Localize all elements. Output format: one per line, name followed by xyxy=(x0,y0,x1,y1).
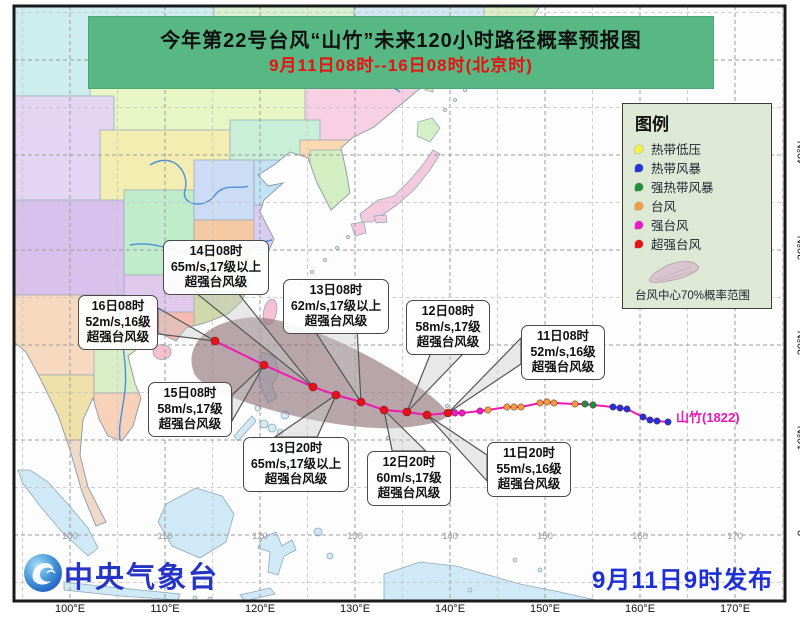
legend-items: 热带低压热带风暴强热带风暴台风强台风超强台风 xyxy=(635,139,761,253)
lon-axis-label: 130°E xyxy=(339,603,371,615)
legend-dot-sts-icon xyxy=(635,182,643,191)
forecast-level: 超强台风级 xyxy=(184,275,248,289)
lat-axis-label: 30°N xyxy=(796,235,800,261)
forecast-label-box: 16日08时 52m/s,16级 超强台风级 xyxy=(78,295,158,350)
legend: 图例 热带低压热带风暴强热带风暴台风强台风超强台风 台风中心70%概率范围 xyxy=(622,103,772,309)
lon-axis-label: 160°E xyxy=(624,603,656,615)
lon-axis-label: 120°E xyxy=(244,603,276,615)
forecast-wind: 55m/s,16级 xyxy=(496,461,562,476)
forecast-time: 14日08时 xyxy=(189,244,243,258)
lon-axis-label: 110°E xyxy=(150,603,180,615)
forecast-label-box: 15日08时 58m/s,17级 超强台风级 xyxy=(148,382,232,437)
forecast-label-box: 12日08时 58m/s,17级 超强台风级 xyxy=(406,300,490,355)
lon-axis-label: 150°E xyxy=(529,603,561,615)
legend-cone-caption: 台风中心70%概率范围 xyxy=(635,290,751,302)
forecast-label-box: 11日20时 55m/s,16级 超强台风级 xyxy=(487,442,571,497)
legend-item: 热带低压 xyxy=(635,139,761,158)
forecast-time: 13日08时 xyxy=(309,283,363,297)
legend-item-label: 强热带风暴 xyxy=(651,181,714,195)
legend-item-label: 热带风暴 xyxy=(651,162,702,176)
title-bar: 今年第22号台风“山竹”未来120小时路径概率预报图 9月11日08时--16日… xyxy=(88,16,714,89)
cone-legend-icon xyxy=(648,261,700,283)
inner-lon-label: 120 xyxy=(252,531,268,542)
forecast-wind: 65m/s,17级以上 xyxy=(170,259,262,274)
forecast-wind: 58m/s,17级 xyxy=(157,401,223,416)
forecast-label-box: 13日20时 65m/s,17级以上 超强台风级 xyxy=(243,437,349,492)
legend-dot-td-icon xyxy=(635,144,643,153)
borneo xyxy=(157,487,235,559)
forecast-time: 12日08时 xyxy=(421,304,475,318)
forecast-time: 15日08时 xyxy=(163,386,217,400)
legend-dot-sty-icon xyxy=(635,220,643,229)
legend-item-label: 超强台风 xyxy=(651,238,702,252)
inner-lon-label: 140 xyxy=(442,531,458,542)
cma-logo xyxy=(24,554,62,592)
forecast-wind: 58m/s,17级 xyxy=(415,319,481,334)
legend-item-label: 强台风 xyxy=(651,219,689,233)
new-guinea xyxy=(383,561,601,601)
forecast-level: 超强台风级 xyxy=(497,477,561,491)
legend-title: 图例 xyxy=(635,115,669,134)
legend-item: 超强台风 xyxy=(635,234,761,253)
forecast-level: 超强台风级 xyxy=(416,335,480,349)
forecast-label-box: 13日08时 62m/s,17级以上 超强台风级 xyxy=(283,279,389,334)
coastline xyxy=(13,5,541,527)
forecast-wind: 65m/s,17级以上 xyxy=(250,456,342,471)
typhoon-track xyxy=(210,336,672,426)
forecast-label-box: 14日08时 65m/s,17级以上 超强台风级 xyxy=(163,240,269,295)
forecast-time: 13日20时 xyxy=(269,441,323,455)
page-title: 今年第22号台风“山竹”未来120小时路径概率预报图 xyxy=(160,29,642,52)
lat-axis-label: 40°N xyxy=(796,140,800,166)
inner-lon-label: 150 xyxy=(537,531,553,542)
lat-axis-label: 0 xyxy=(796,513,800,553)
legend-dot-ts-icon xyxy=(635,163,643,172)
forecast-level: 超强台风级 xyxy=(264,472,328,486)
release-time: 9月11日9时发布 xyxy=(592,567,774,594)
forecast-time: 11日08时 xyxy=(536,329,590,343)
inner-lon-label: 110 xyxy=(157,531,173,542)
storm-name-label: 山竹(1822) xyxy=(676,410,740,425)
legend-item-label: 热带低压 xyxy=(651,143,702,157)
japan-hokkaido xyxy=(416,117,441,143)
forecast-time: 16日08时 xyxy=(91,299,145,313)
inner-lon-label: 160 xyxy=(632,531,648,542)
legend-item: 强热带风暴 xyxy=(635,177,761,196)
probability-cone xyxy=(191,317,448,429)
forecast-label-box: 12日20时 60m/s,17级 超强台风级 xyxy=(367,451,451,506)
forecast-label-box: 11日08时 52m/s,16级 超强台风级 xyxy=(521,325,605,380)
lat-axis-label: 20°N xyxy=(796,330,800,356)
forecast-level: 超强台风级 xyxy=(304,314,368,328)
forecast-wind: 52m/s,16级 xyxy=(85,314,151,329)
forecast-level: 超强台风级 xyxy=(531,360,595,374)
agency-name: 中央气象台 xyxy=(64,562,220,594)
lon-axis-label: 140°E xyxy=(434,603,466,615)
forecast-wind: 62m/s,17级以上 xyxy=(290,298,382,313)
page-subtitle: 9月11日08时--16日08时(北京时) xyxy=(269,55,533,75)
japan-honshu xyxy=(359,149,441,223)
legend-item: 台风 xyxy=(635,196,761,215)
forecast-level: 超强台风级 xyxy=(158,417,222,431)
legend-dot-ty-icon xyxy=(635,201,643,210)
forecast-wind: 60m/s,17级 xyxy=(376,470,442,485)
legend-item: 强台风 xyxy=(635,215,761,234)
legend-item-label: 台风 xyxy=(651,200,677,214)
lon-axis-label: 100°E xyxy=(54,603,86,615)
inner-lon-label: 130 xyxy=(347,531,363,542)
forecast-wind: 52m/s,16级 xyxy=(530,344,596,359)
forecast-level: 超强台风级 xyxy=(377,486,441,500)
inner-lon-label: 100 xyxy=(62,531,78,542)
lon-axis-label: 170°E xyxy=(719,603,751,615)
lat-axis-label: 10°N xyxy=(796,425,800,451)
legend-dot-super-icon xyxy=(635,239,643,248)
map-frame xyxy=(12,4,787,603)
inner-lon-label: 170 xyxy=(727,531,743,542)
forecast-level: 超强台风级 xyxy=(86,330,150,344)
forecast-time: 11日20时 xyxy=(502,446,556,460)
forecast-time: 12日20时 xyxy=(382,455,436,469)
legend-item: 热带风暴 xyxy=(635,158,761,177)
